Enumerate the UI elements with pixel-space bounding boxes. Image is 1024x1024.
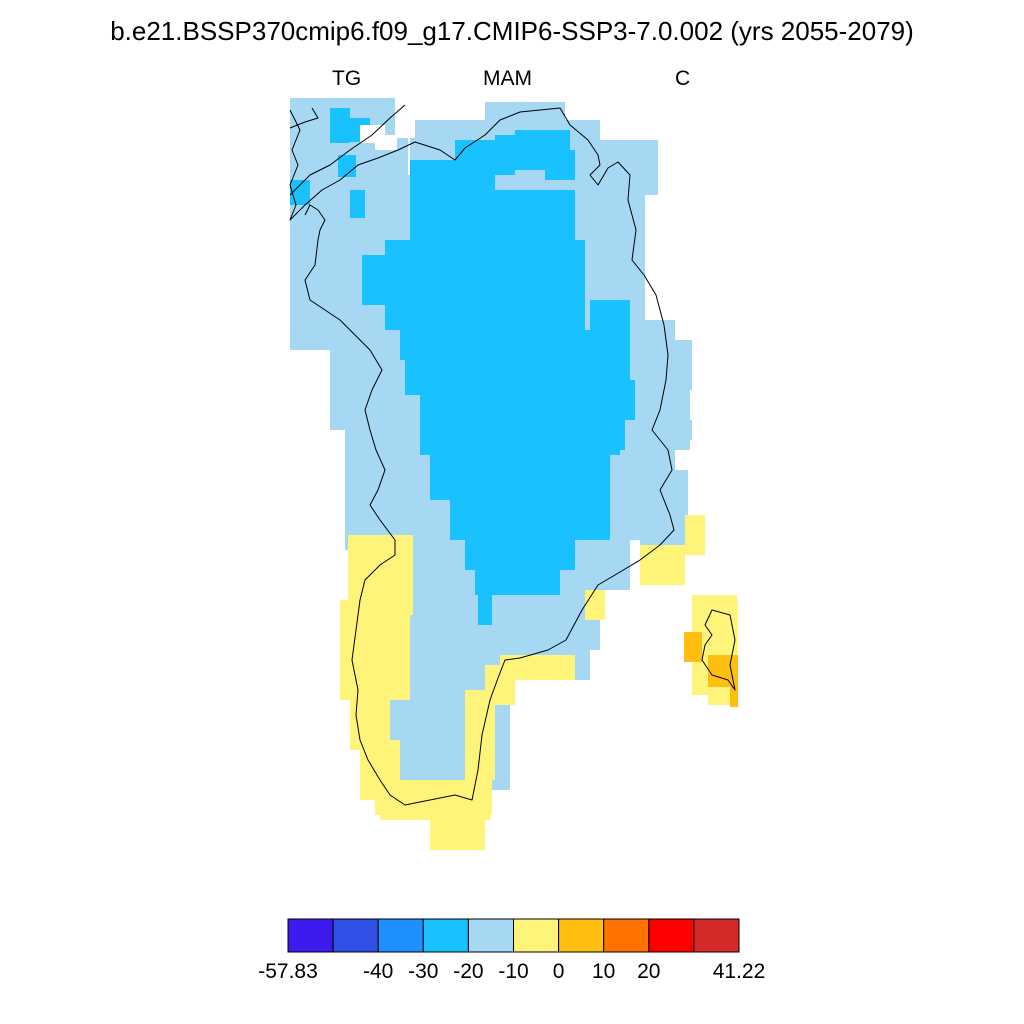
colorbar-box <box>287 918 334 953</box>
grid-cell <box>450 830 470 847</box>
colorbar-box <box>513 918 560 953</box>
colorbar-box <box>467 918 514 953</box>
colorbar-box <box>422 918 469 953</box>
colorbar-tick-label: 20 <box>637 960 661 983</box>
ocean-gap <box>375 135 397 150</box>
grid-cell <box>465 540 575 570</box>
coastline-northwest-bay <box>289 107 319 129</box>
colorbar-box <box>648 918 695 953</box>
colorbar-box <box>558 918 605 953</box>
colorbar-box <box>603 918 650 953</box>
coastline <box>289 104 736 806</box>
grid-cell <box>684 632 702 662</box>
grid-cell <box>405 355 620 395</box>
colorbar-tick-label: -30 <box>408 960 439 983</box>
grid-cell <box>450 500 610 540</box>
coastline-east-island <box>701 609 736 691</box>
season-label: MAM <box>483 67 532 90</box>
grid-cell <box>478 595 492 625</box>
coastline-west <box>289 107 675 806</box>
grid-cell <box>640 545 685 585</box>
colorbar-boxes <box>287 918 740 953</box>
ocean-gap <box>395 98 415 138</box>
grid-cell <box>495 135 515 175</box>
grid-cell <box>470 735 492 815</box>
grid-cell <box>485 102 565 132</box>
grid-cell <box>685 515 705 555</box>
southwest-coast-cells <box>340 535 490 850</box>
grid-cell <box>420 190 575 240</box>
grid-cell <box>290 180 310 205</box>
grid-cell <box>672 340 692 390</box>
grid-cell <box>385 240 585 330</box>
map-title: b.e21.BSSP370cmip6.f09_g17.CMIP6-SSP3-7.… <box>110 16 914 46</box>
colorbar-tick-label: -57.83 <box>258 960 318 983</box>
grid-cell <box>340 600 410 700</box>
southeast-coast-cells <box>465 515 705 815</box>
map-cells <box>290 98 738 850</box>
colorbar-box <box>693 918 740 953</box>
colorbar-tick-label: -10 <box>498 960 529 983</box>
grid-cell <box>575 620 595 650</box>
variable-label: TG <box>332 67 362 90</box>
grid-cell <box>475 570 560 595</box>
colorbar-tick-label: 10 <box>592 960 616 983</box>
grid-cell <box>350 190 365 218</box>
grid-cell <box>385 540 413 570</box>
colorbar-tick-label: 41.22 <box>712 960 766 983</box>
colorbar-tick-label: -20 <box>453 960 484 983</box>
grid-cell <box>430 450 610 500</box>
grid-cell <box>330 108 350 143</box>
coastline-island-northwest <box>289 104 406 196</box>
colorbar-box <box>332 918 379 953</box>
grid-cell <box>590 300 630 380</box>
east-island-warm-cells <box>684 632 738 707</box>
colorbar-tick-label: 0 <box>552 960 565 983</box>
grid-cell <box>600 380 635 420</box>
grid-cell <box>680 420 692 440</box>
ice-interior-cells <box>290 108 635 625</box>
grid-cell <box>455 140 495 195</box>
grid-cell <box>362 255 412 305</box>
grid-cell <box>605 420 625 450</box>
colorbar-box <box>377 918 424 953</box>
grid-cell <box>338 155 356 177</box>
grid-cell <box>730 685 738 707</box>
colorbar-tick-label: -40 <box>363 960 394 983</box>
units-label: C <box>675 67 691 90</box>
grid-cell <box>545 150 575 180</box>
grid-cell <box>420 395 620 455</box>
